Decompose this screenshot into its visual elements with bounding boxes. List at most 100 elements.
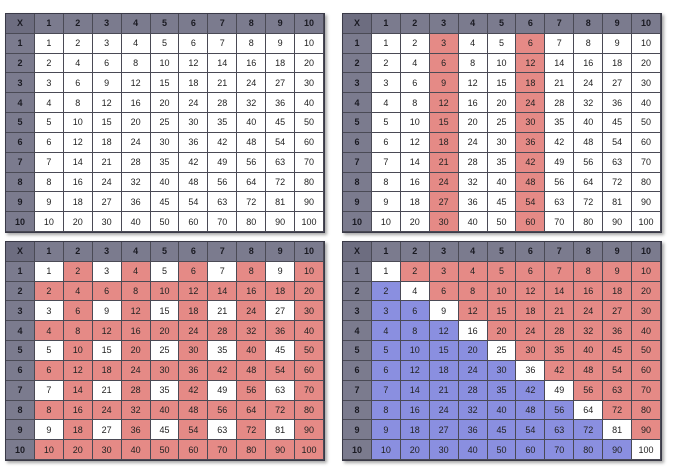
product-cell: 7: [545, 261, 575, 282]
product-cell: 4: [34, 321, 64, 342]
product-cell: 70: [295, 152, 324, 173]
product-cell: 54: [603, 132, 633, 153]
product-cell: 7: [208, 33, 238, 54]
product-cell: 14: [545, 281, 575, 302]
product-cell: 20: [121, 341, 151, 361]
product-cell: 21: [92, 152, 122, 173]
product-cell: 27: [429, 192, 459, 213]
product-cell: 28: [121, 152, 151, 173]
product-cell: 42: [179, 152, 209, 173]
product-cell: 30: [150, 360, 180, 381]
column-header: 3: [92, 14, 122, 34]
product-cell: 27: [92, 192, 122, 213]
product-cell: 27: [266, 301, 296, 322]
column-header: 1: [371, 242, 401, 262]
column-header: 3: [429, 14, 459, 34]
product-cell: 24: [574, 301, 604, 322]
product-cell: 63: [266, 152, 296, 173]
column-header: 2: [63, 14, 93, 34]
product-cell: 5: [34, 113, 64, 133]
table-plain: X 1 2 3 4 5 6 7 8 9 10 1 1 2 3 4 5 6 7 8 9 10 2 2 4 6 8 10 12 14 16 18 2…: [5, 13, 325, 233]
product-cell: 80: [237, 212, 267, 232]
row-header: 2: [6, 53, 35, 74]
row-header: 3: [6, 73, 35, 94]
product-cell: 10: [63, 341, 93, 361]
product-cell: 42: [208, 132, 238, 153]
product-cell: 14: [63, 380, 93, 401]
column-header: 7: [545, 14, 575, 34]
product-cell: 28: [458, 152, 488, 173]
product-cell: 2: [63, 33, 93, 54]
product-cell: 20: [400, 212, 430, 232]
column-header: 5: [150, 242, 180, 262]
product-cell: 40: [632, 93, 661, 114]
product-cell: 9: [34, 420, 64, 441]
product-cell: 8: [34, 400, 64, 421]
product-cell: 50: [487, 440, 517, 460]
product-cell: 24: [458, 360, 488, 381]
product-cell: 60: [632, 360, 661, 381]
product-cell: 30: [632, 301, 661, 322]
product-cell: 18: [516, 73, 546, 94]
product-cell: 16: [237, 281, 267, 302]
product-cell: 16: [400, 400, 430, 421]
product-cell: 49: [545, 152, 575, 173]
product-cell: 50: [632, 113, 661, 133]
product-cell: 16: [458, 93, 488, 114]
product-cell: 45: [150, 192, 180, 213]
product-cell: 40: [121, 440, 151, 460]
product-cell: 16: [63, 172, 93, 193]
product-cell: 64: [237, 172, 267, 193]
product-cell: 56: [545, 172, 575, 193]
product-cell: 10: [63, 113, 93, 133]
product-cell: 12: [121, 301, 151, 322]
product-cell: 30: [150, 132, 180, 153]
product-cell: 4: [121, 33, 151, 54]
corner-header: X: [6, 14, 35, 34]
product-cell: 6: [371, 360, 401, 381]
product-cell: 1: [371, 33, 401, 54]
product-cell: 40: [150, 400, 180, 421]
product-cell: 20: [295, 281, 324, 302]
product-cell: 63: [208, 192, 238, 213]
product-cell: 8: [34, 172, 64, 193]
row-header: 5: [6, 341, 35, 361]
product-cell: 72: [603, 172, 633, 193]
product-cell: 27: [603, 301, 633, 322]
product-cell: 32: [121, 400, 151, 421]
product-cell: 30: [487, 360, 517, 381]
product-cell: 80: [237, 440, 267, 460]
product-cell: 12: [92, 93, 122, 114]
product-cell: 36: [179, 360, 209, 381]
column-header: 7: [208, 242, 238, 262]
product-cell: 16: [574, 53, 604, 74]
product-cell: 36: [516, 132, 546, 153]
product-cell: 4: [458, 261, 488, 282]
product-cell: 6: [92, 53, 122, 74]
product-cell: 10: [400, 341, 430, 361]
product-cell: 35: [545, 113, 575, 133]
row-header: 2: [343, 281, 372, 302]
row-header: 8: [343, 400, 372, 421]
product-cell: 21: [545, 301, 575, 322]
product-cell: 8: [458, 281, 488, 302]
corner-header: X: [343, 242, 372, 262]
row-header: 8: [343, 172, 372, 193]
product-cell: 20: [150, 93, 180, 114]
product-cell: 63: [545, 420, 575, 441]
product-cell: 7: [371, 152, 401, 173]
product-cell: 3: [34, 73, 64, 94]
product-cell: 15: [487, 301, 517, 322]
product-cell: 36: [266, 321, 296, 342]
row-header: 1: [343, 261, 372, 282]
product-cell: 70: [208, 212, 238, 232]
product-cell: 56: [237, 380, 267, 401]
product-cell: 18: [603, 281, 633, 302]
product-cell: 3: [429, 33, 459, 54]
product-cell: 35: [487, 152, 517, 173]
table-columns-3-6-highlighted: X 1 2 3 4 5 6 7 8 9 10 1 1 2 3 4 5 6 7 8 9 10 2 2 4 6 8 10 12 14 16 18 2…: [342, 13, 662, 233]
product-cell: 5: [487, 261, 517, 282]
column-header: 8: [574, 14, 604, 34]
product-cell: 70: [545, 440, 575, 460]
product-cell: 20: [295, 53, 324, 74]
